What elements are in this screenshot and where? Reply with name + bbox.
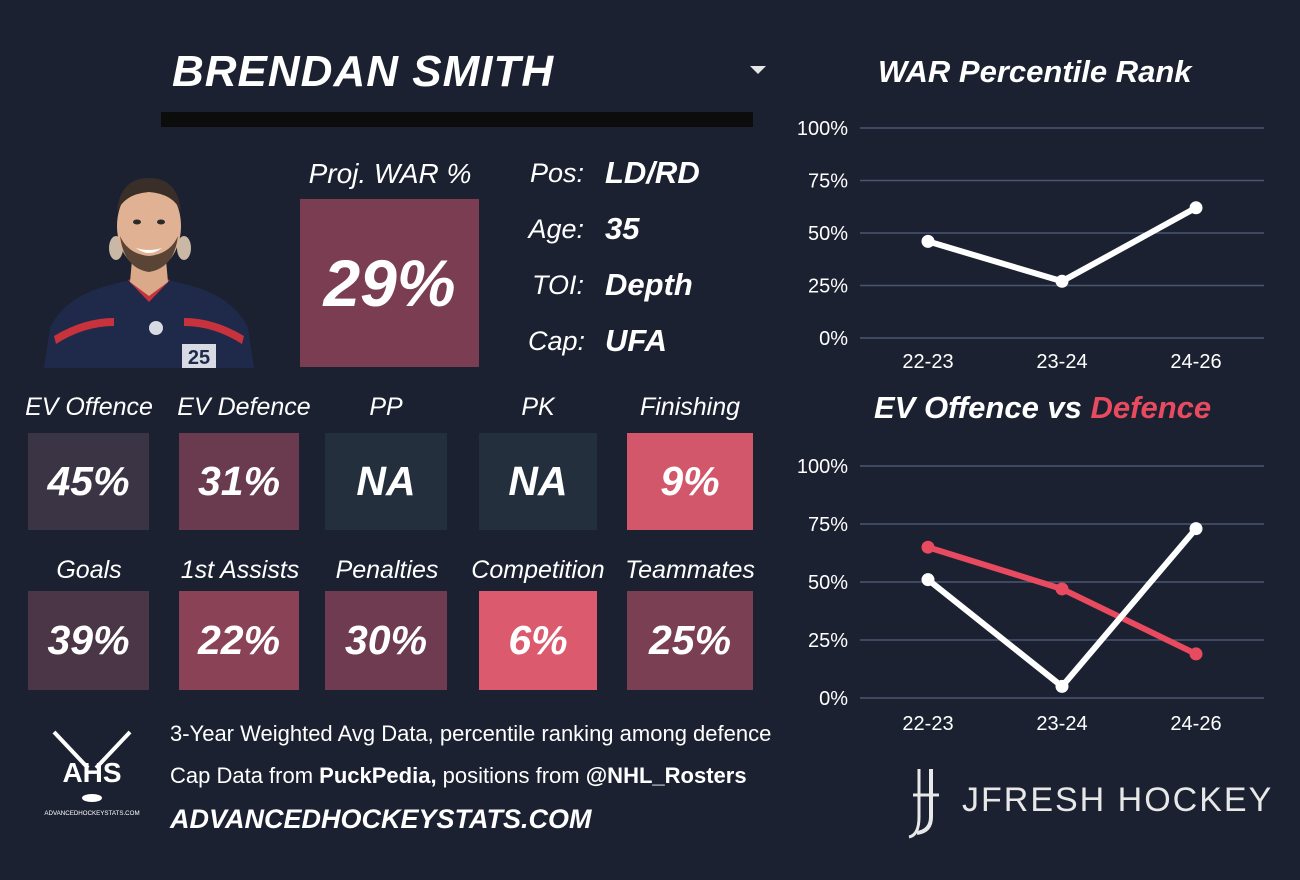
name-underline-bar <box>161 112 753 127</box>
chart1-title: WAR Percentile Rank <box>878 54 1192 89</box>
tile-value-goals: 39% <box>47 617 130 663</box>
info-label-pos: Pos: <box>529 158 584 188</box>
chevron-down-icon[interactable] <box>750 66 766 74</box>
tile-finishing: 9% <box>627 433 753 530</box>
footer-note-2-prefix: Cap Data from <box>170 763 320 788</box>
series-0-point <box>1189 522 1203 536</box>
tile-value-finishing: 9% <box>660 458 720 504</box>
series-1-point <box>1189 647 1203 661</box>
chart2-title: EV Offence vs Defence <box>874 388 1211 428</box>
x-tick-label: 22-23 <box>902 351 953 373</box>
tile-value-ev-offence: 45% <box>47 458 130 504</box>
info-label-cap: Cap: <box>528 326 586 356</box>
series-0-point <box>921 234 935 248</box>
y-tick-label: 75% <box>808 171 848 193</box>
tile-ev-defence: 31% <box>179 433 299 530</box>
tile-1st-assists: 22% <box>179 591 299 690</box>
footer-note-1: 3-Year Weighted Avg Data, percentile ran… <box>170 721 772 746</box>
x-tick-label: 24-26 <box>1170 351 1221 373</box>
info-value-toi: Depth <box>605 267 693 302</box>
tile-value-pp: NA <box>356 458 416 504</box>
jfresh-logo-icon <box>908 769 939 839</box>
tile-label-pp: PP <box>369 393 403 421</box>
chart2-title-part1: EV Offence vs <box>874 390 1091 425</box>
y-tick-label: 50% <box>808 223 848 245</box>
player-photo: 25 <box>44 178 254 368</box>
y-tick-label: 50% <box>808 572 848 594</box>
svg-text:25: 25 <box>188 347 210 368</box>
proj-war-box: 29% <box>300 199 479 367</box>
tile-label-penalties: Penalties <box>335 556 439 584</box>
series-line-1 <box>925 544 1199 657</box>
chart2-title-part2: Defence <box>1090 390 1212 425</box>
x-tick-label: 23-24 <box>1036 351 1087 373</box>
footer-note-2: Cap Data from PuckPedia, positions from … <box>170 761 747 791</box>
player-name: BRENDAN SMITH <box>172 47 555 96</box>
y-tick-label: 25% <box>808 276 848 298</box>
tile-value-competition: 6% <box>508 617 568 663</box>
footer-nhl-rosters: @NHL_Rosters <box>585 763 747 788</box>
tile-label-1st-assists: 1st Assists <box>180 556 300 584</box>
tile-label-competition: Competition <box>471 556 605 584</box>
series-0-point <box>1055 679 1069 693</box>
proj-war-value: 29% <box>323 246 456 320</box>
tile-value-penalties: 30% <box>344 617 428 663</box>
ahs-logo-text: AHS <box>62 757 121 788</box>
series-0-point <box>1189 201 1203 215</box>
y-tick-label: 25% <box>808 630 848 652</box>
tile-label-finishing: Finishing <box>639 393 741 421</box>
x-tick-label: 22-23 <box>902 713 953 735</box>
tile-value-pk: NA <box>508 458 568 504</box>
series-line-0 <box>925 525 1199 690</box>
footer-site: ADVANCEDHOCKEYSTATS.COM <box>170 804 592 834</box>
tile-competition: 6% <box>479 591 597 690</box>
war-percentile-chart: 0% 25% 50% 75% 100% 22-23 23-24 24-26 <box>797 118 1264 373</box>
info-value-age: 35 <box>605 211 640 246</box>
ahs-logo: AHS ADVANCEDHOCKEYSTATS.COM <box>44 730 140 817</box>
series-0-point <box>921 573 935 587</box>
info-label-toi: TOI: <box>531 270 584 300</box>
tile-value-ev-defence: 31% <box>197 458 281 504</box>
y-tick-label: 100% <box>797 118 848 140</box>
tile-label-pk: PK <box>521 393 555 421</box>
y-tick-label: 75% <box>808 514 848 536</box>
info-value-cap: UFA <box>605 323 667 358</box>
jfresh-brand: JFRESH HOCKEY <box>962 781 1274 819</box>
tile-pp: NA <box>325 433 447 530</box>
y-tick-label: 0% <box>819 688 848 710</box>
x-tick-label: 24-26 <box>1170 713 1221 735</box>
y-tick-label: 100% <box>797 456 848 478</box>
ev-offence-defence-chart: 0% 25% 50% 75% 100% 22-23 23-24 24-26 <box>797 456 1264 735</box>
tile-value-1st-assists: 22% <box>197 617 281 663</box>
tile-pk: NA <box>479 433 597 530</box>
tile-label-teammates: Teammates <box>625 556 755 584</box>
tile-goals: 39% <box>28 591 149 690</box>
tile-label-ev-defence: EV Defence <box>177 393 311 421</box>
series-line-0 <box>925 204 1199 285</box>
tile-label-goals: Goals <box>56 556 122 584</box>
series-1-point <box>921 540 935 554</box>
info-label-age: Age: <box>528 214 584 244</box>
proj-war-label: Proj. WAR % <box>308 158 472 189</box>
series-1-point <box>1055 582 1069 596</box>
footer-note-2-mid: positions from <box>436 763 586 788</box>
tile-label-ev-offence: EV Offence <box>25 393 153 421</box>
tile-teammates: 25% <box>627 591 753 690</box>
tile-ev-offence: 45% <box>28 433 149 530</box>
x-tick-label: 23-24 <box>1036 713 1087 735</box>
tile-penalties: 30% <box>325 591 447 690</box>
series-0-point <box>1055 274 1069 288</box>
tile-value-teammates: 25% <box>648 617 732 663</box>
ahs-logo-subtext: ADVANCEDHOCKEYSTATS.COM <box>44 810 139 817</box>
info-value-pos: LD/RD <box>605 155 700 190</box>
footer-puckpedia: PuckPedia, <box>319 763 437 788</box>
y-tick-label: 0% <box>819 328 848 350</box>
